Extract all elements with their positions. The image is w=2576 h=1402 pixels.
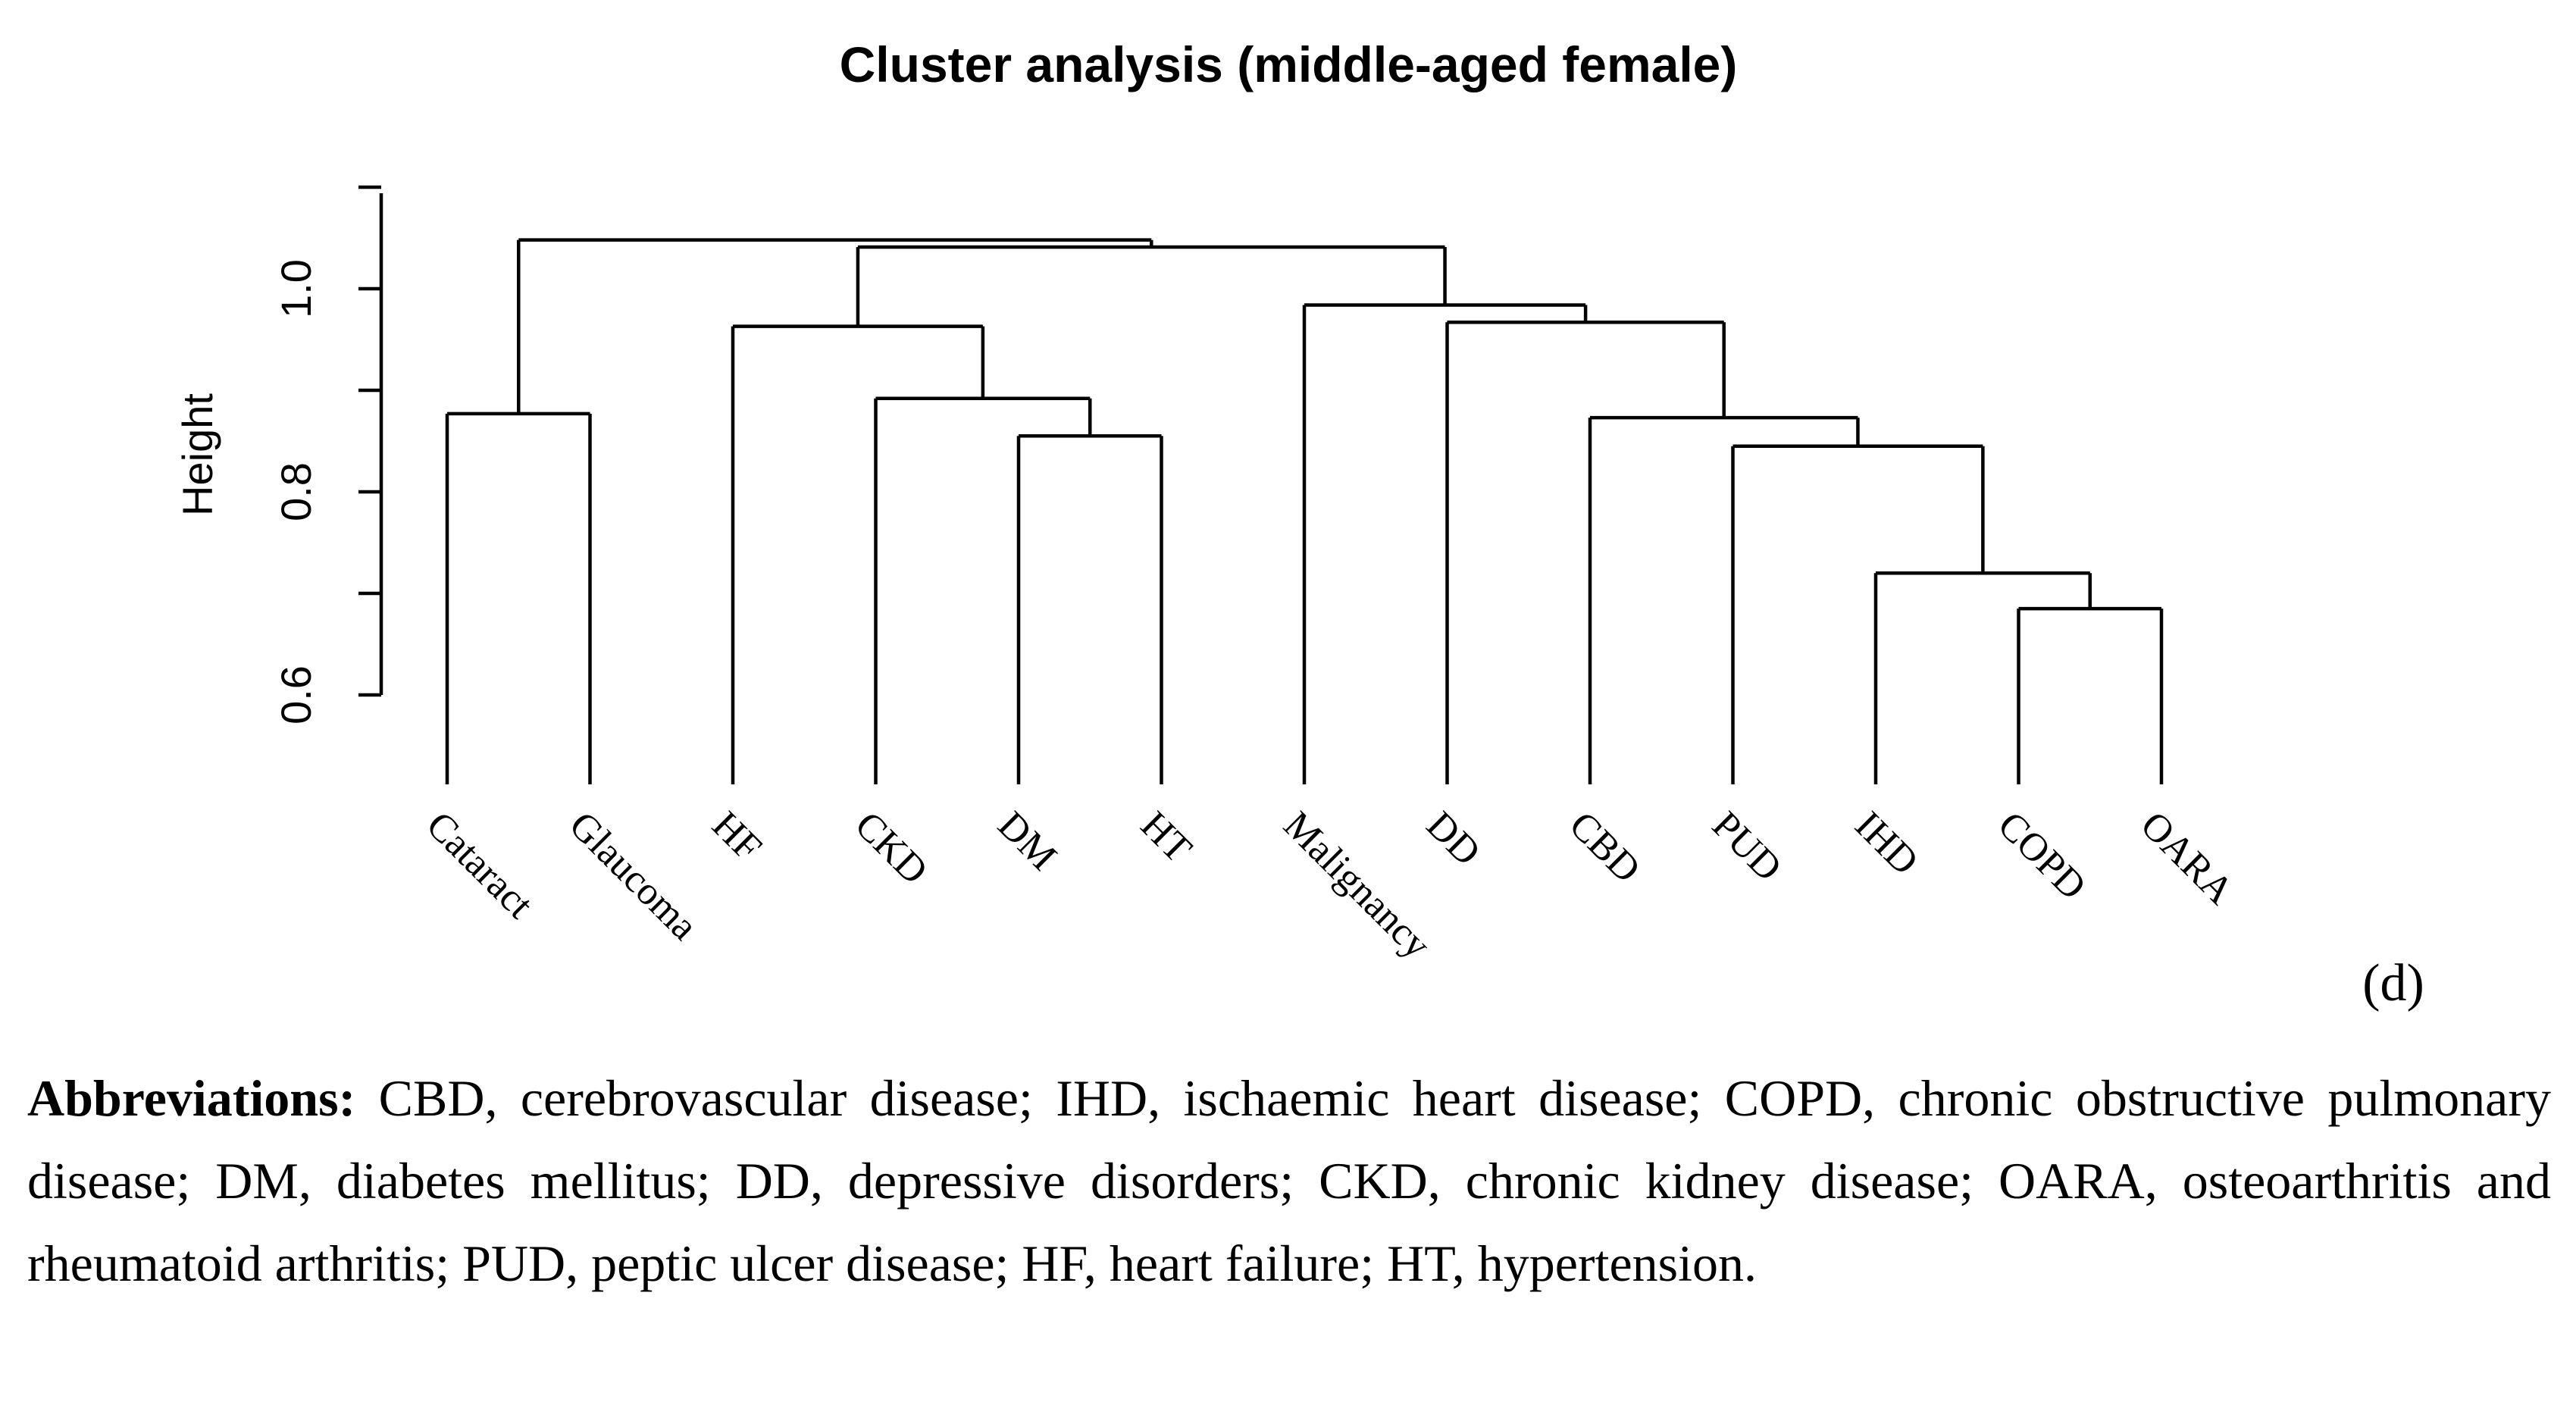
y-axis-label: Height (174, 393, 221, 516)
leaf-label: COPD (1989, 803, 2094, 908)
y-tick-label: 1.0 (272, 259, 320, 318)
chart-title: Cluster analysis (middle-aged female) (840, 36, 1738, 92)
leaf-label: DD (1418, 803, 1488, 874)
abbreviations-caption: Abbreviations: CBD, cerebrovascular dise… (27, 1057, 2551, 1305)
leaf-label: CBD (1561, 803, 1649, 891)
leaf-label: PUD (1704, 803, 1790, 890)
caption-heading: Abbreviations: (27, 1069, 356, 1127)
dendrogram-tree (445, 238, 2164, 784)
leaf-label: Cataract (418, 803, 542, 927)
leaf-label: IHD (1847, 803, 1927, 884)
leaf-label: DM (990, 803, 1066, 879)
leaf-label: OARA (2133, 803, 2243, 913)
caption-text: CBD, cerebrovascular disease; IHD, ischa… (27, 1069, 2551, 1292)
y-tick-label: 0.6 (272, 665, 320, 724)
leaf-label: HF (704, 803, 770, 869)
y-axis: 0.6 0.8 1.0 (272, 185, 383, 724)
y-tick-label: 0.8 (272, 462, 320, 521)
leaf-label: Malignancy (1275, 803, 1439, 967)
dendrogram-chart: Cluster analysis (middle-aged female) 0.… (174, 36, 2424, 1012)
leaf-label: HT (1132, 803, 1200, 871)
leaf-label: CKD (847, 803, 936, 893)
leaf-label: Glaucoma (561, 803, 706, 948)
panel-label: (d) (2362, 954, 2424, 1012)
